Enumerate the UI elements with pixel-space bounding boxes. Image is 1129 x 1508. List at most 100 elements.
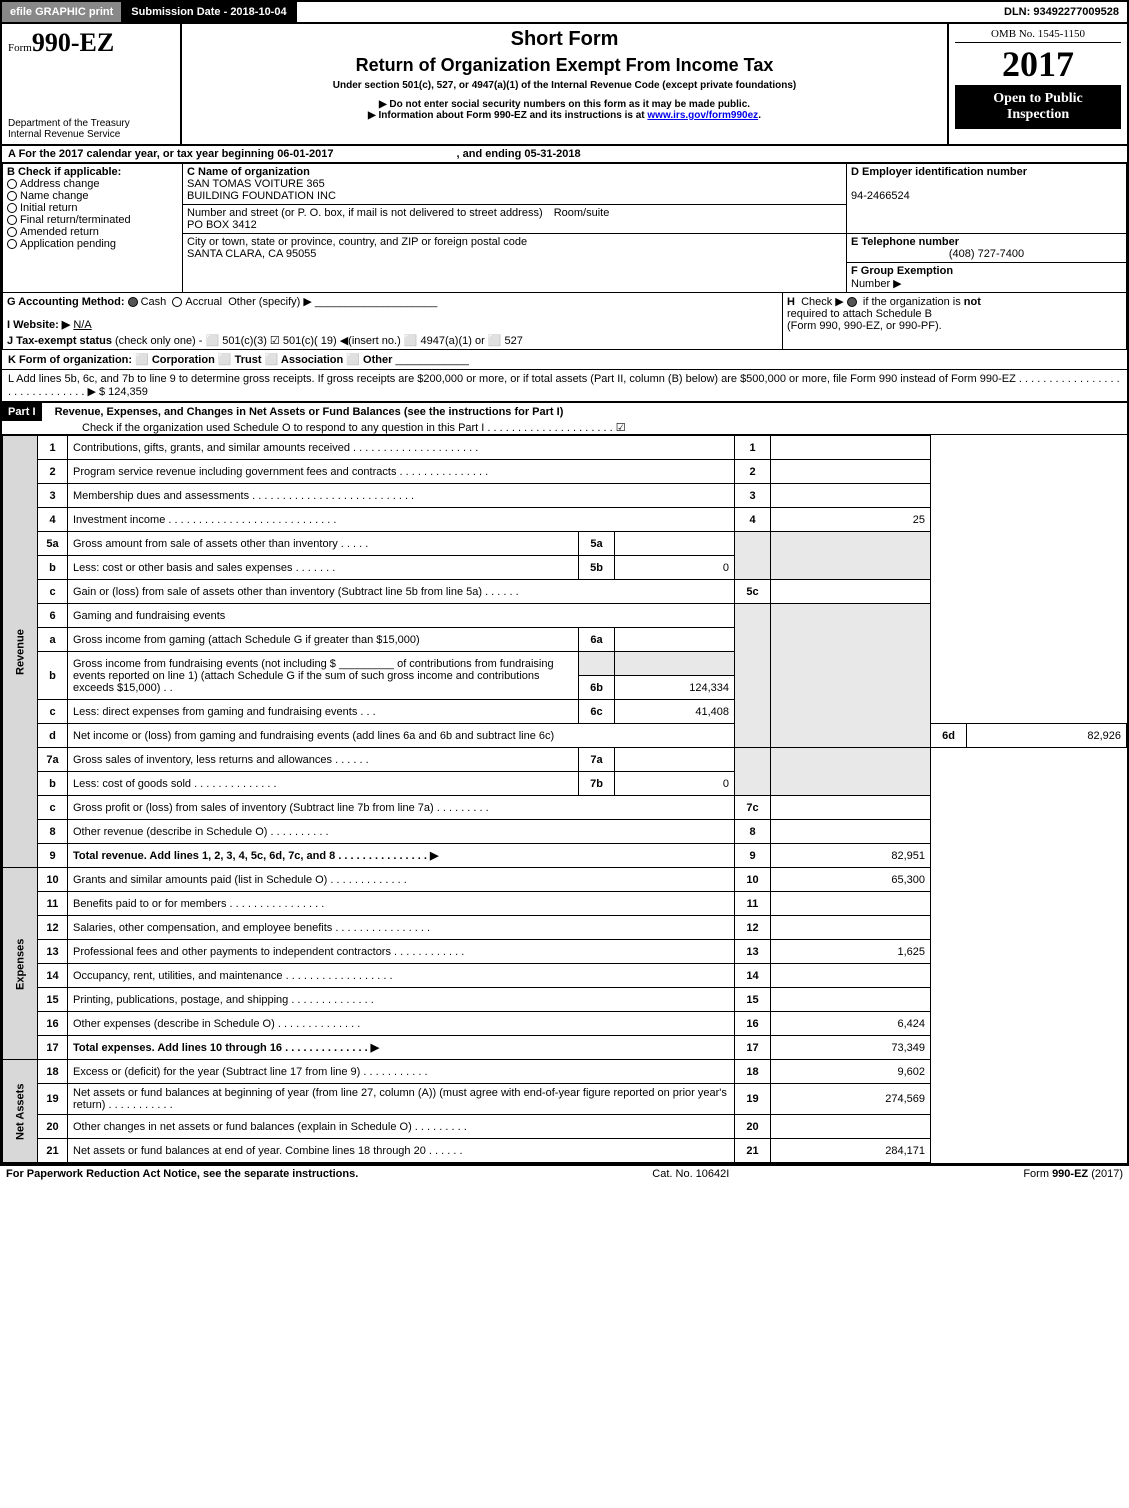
- l15-num: 15: [38, 988, 68, 1012]
- l6b-sv: 124,334: [615, 676, 735, 700]
- l8-num: 8: [38, 820, 68, 844]
- l5b-sn: 5b: [579, 556, 615, 580]
- lbl-cash: Cash: [141, 296, 167, 308]
- l5c-rn: 5c: [735, 580, 771, 604]
- l6b-sv-grey: [615, 652, 735, 676]
- l8-rn: 8: [735, 820, 771, 844]
- l6c-sn: 6c: [579, 700, 615, 724]
- page-footer: For Paperwork Reduction Act Notice, see …: [0, 1165, 1129, 1182]
- l5b-desc: Less: cost or other basis and sales expe…: [68, 556, 579, 580]
- l13-val: 1,625: [771, 940, 931, 964]
- chk-final-return[interactable]: [7, 215, 17, 225]
- irs-link[interactable]: www.irs.gov/form990ez: [647, 110, 758, 121]
- form-title: Return of Organization Exempt From Incom…: [188, 55, 941, 76]
- l4-val: 25: [771, 508, 931, 532]
- l7b-desc: Less: cost of goods sold . . . . . . . .…: [68, 772, 579, 796]
- room-label: Room/suite: [554, 207, 610, 219]
- l13-rn: 13: [735, 940, 771, 964]
- lbl-address-change: Address change: [20, 178, 100, 190]
- l7c-num: c: [38, 796, 68, 820]
- form-subtitle: Under section 501(c), 527, or 4947(a)(1)…: [188, 80, 941, 91]
- l7b-sn: 7b: [579, 772, 615, 796]
- l11-num: 11: [38, 892, 68, 916]
- l3-rn: 3: [735, 484, 771, 508]
- chk-name-change[interactable]: [7, 191, 17, 201]
- l6d-desc: Net income or (loss) from gaming and fun…: [68, 724, 735, 748]
- l19-num: 19: [38, 1084, 68, 1115]
- l12-rn: 12: [735, 916, 771, 940]
- l17-rn: 17: [735, 1036, 771, 1060]
- efile-print-button[interactable]: efile GRAPHIC print: [2, 2, 123, 22]
- short-form-label: Short Form: [188, 28, 941, 51]
- section-c-label: C Name of organization: [187, 166, 310, 178]
- sect-i-label: I Website: ▶: [7, 319, 70, 331]
- l1-num: 1: [38, 436, 68, 460]
- l7c-desc: Gross profit or (loss) from sales of inv…: [68, 796, 735, 820]
- l3-val: [771, 484, 931, 508]
- l6b-sn-grey: [579, 652, 615, 676]
- sect-g-label: G Accounting Method:: [7, 296, 125, 308]
- l11-desc: Benefits paid to or for members . . . . …: [68, 892, 735, 916]
- l21-val: 284,171: [771, 1139, 931, 1163]
- l6c-desc: Less: direct expenses from gaming and fu…: [68, 700, 579, 724]
- chk-amended[interactable]: [7, 227, 17, 237]
- part1-header-row: Part I Revenue, Expenses, and Changes in…: [2, 402, 1127, 435]
- l17-num: 17: [38, 1036, 68, 1060]
- l1-rn: 1: [735, 436, 771, 460]
- l9-desc: Total revenue. Add lines 1, 2, 3, 4, 5c,…: [68, 844, 735, 868]
- l16-rn: 16: [735, 1012, 771, 1036]
- l20-val: [771, 1115, 931, 1139]
- l10-num: 10: [38, 868, 68, 892]
- open-public-l2: Inspection: [959, 107, 1117, 123]
- chk-cash[interactable]: [128, 297, 138, 307]
- l13-num: 13: [38, 940, 68, 964]
- l2-num: 2: [38, 460, 68, 484]
- chk-schedule-b[interactable]: [847, 297, 857, 307]
- chk-initial-return[interactable]: [7, 203, 17, 213]
- l20-num: 20: [38, 1115, 68, 1139]
- part1-title: Revenue, Expenses, and Changes in Net As…: [45, 406, 564, 418]
- open-public-badge: Open to Public Inspection: [955, 85, 1121, 129]
- l21-rn: 21: [735, 1139, 771, 1163]
- l5ab-rn-grey: [735, 532, 771, 580]
- l21-num: 21: [38, 1139, 68, 1163]
- tax-year: 2017: [955, 43, 1121, 85]
- part1-check: Check if the organization used Schedule …: [2, 422, 626, 434]
- l2-rn: 2: [735, 460, 771, 484]
- l4-desc: Investment income . . . . . . . . . . . …: [68, 508, 735, 532]
- addr-label: Number and street (or P. O. box, if mail…: [187, 207, 543, 219]
- sect-h-l1: H Check ▶ if the organization is not: [787, 296, 981, 308]
- l18-desc: Excess or (deficit) for the year (Subtra…: [68, 1060, 735, 1084]
- l10-desc: Grants and similar amounts paid (list in…: [68, 868, 735, 892]
- l16-desc: Other expenses (describe in Schedule O) …: [68, 1012, 735, 1036]
- l7a-num: 7a: [38, 748, 68, 772]
- l18-rn: 18: [735, 1060, 771, 1084]
- l9-num: 9: [38, 844, 68, 868]
- city-label: City or town, state or province, country…: [187, 236, 527, 248]
- org-name-1: SAN TOMAS VOITURE 365: [187, 178, 325, 190]
- section-f-number: Number ▶: [851, 278, 902, 290]
- l4-num: 4: [38, 508, 68, 532]
- l16-val: 6,424: [771, 1012, 931, 1036]
- section-a: A For the 2017 calendar year, or tax yea…: [2, 146, 1127, 163]
- top-bar: efile GRAPHIC print Submission Date - 20…: [0, 0, 1129, 24]
- l4-rn: 4: [735, 508, 771, 532]
- l6-rn-grey: [735, 604, 771, 748]
- l1-val: [771, 436, 931, 460]
- submission-date-button[interactable]: Submission Date - 2018-10-04: [123, 2, 296, 22]
- l5a-num: 5a: [38, 532, 68, 556]
- l3-desc: Membership dues and assessments . . . . …: [68, 484, 735, 508]
- l15-val: [771, 988, 931, 1012]
- l2-val: [771, 460, 931, 484]
- chk-address-change[interactable]: [7, 179, 17, 189]
- l19-desc: Net assets or fund balances at beginning…: [68, 1084, 735, 1115]
- form-header: Form990-EZ Department of the Treasury In…: [2, 24, 1127, 146]
- dept-irs: Internal Revenue Service: [8, 129, 174, 140]
- chk-accrual[interactable]: [172, 297, 182, 307]
- group-expenses: Expenses: [3, 868, 38, 1060]
- l6-val-grey: [771, 604, 931, 748]
- l1-desc: Contributions, gifts, grants, and simila…: [68, 436, 735, 460]
- l2-desc: Program service revenue including govern…: [68, 460, 735, 484]
- chk-app-pending[interactable]: [7, 239, 17, 249]
- section-f-label: F Group Exemption: [851, 265, 953, 277]
